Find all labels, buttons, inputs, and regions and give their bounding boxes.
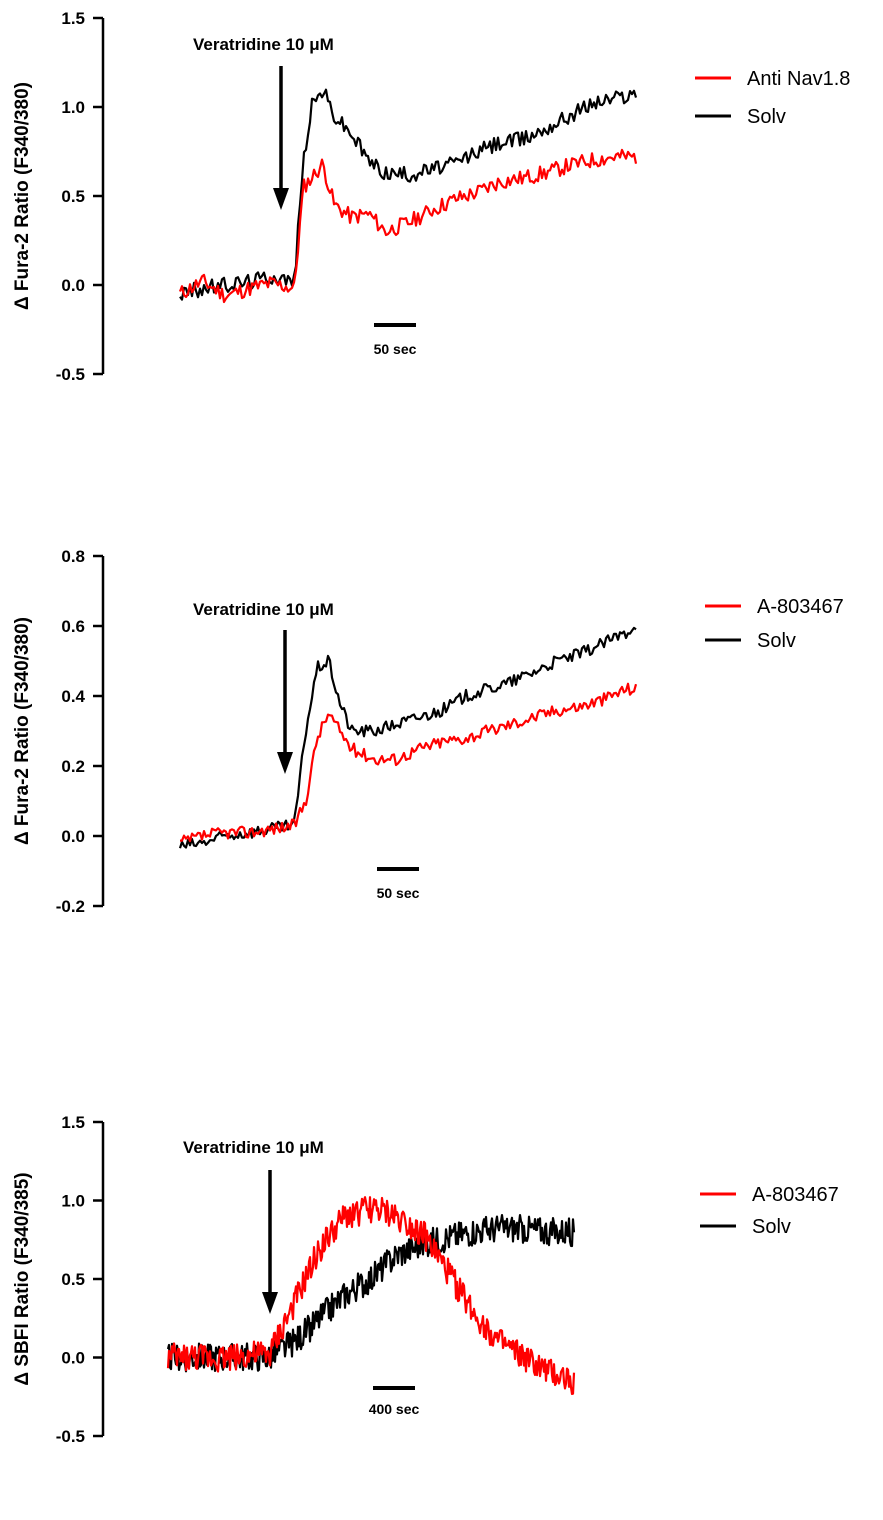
legend-entry: Solv [752,1216,791,1238]
y-axis-label: Δ SBFI Ratio (F340/385) [12,1172,33,1385]
y-tick-label: 0.6 [61,617,85,636]
chart-a803467-sbfi: 1.5 1.0 0.5 0.0 -0.5 Δ SBFI Ratio (F340/385) V… [12,1113,839,1446]
y-tick-label: 0.0 [61,276,85,295]
stimulus-arrow-head [273,188,289,210]
y-tick-label: 1.0 [61,98,85,117]
series-line-solv [178,626,637,849]
time-scale-label: 400 sec [369,1401,420,1417]
series-line-solv [179,88,638,301]
y-tick-label: 0.0 [61,827,85,846]
chart-anti-nav18: 1.5 1.0 0.5 0.0 -0.5 Δ Fura-2 Ratio (F340/380… [12,9,850,384]
y-axis-label: Δ Fura-2 Ratio (F340/380) [12,82,33,310]
chart-a803467-fura2: 0.8 0.6 0.4 0.2 0.0 -0.2 Δ Fura-2 Ratio (F340/… [12,547,844,916]
series-line-anti-nav1-8 [178,148,638,304]
legend-entry: Anti Nav1.8 [747,68,850,90]
stimulus-annotation: Veratridine 10 μM [193,35,334,54]
series-line-a-803467 [180,682,638,843]
y-tick-label: -0.2 [56,897,85,916]
time-scale-label: 50 sec [377,885,420,901]
legend-entry: A-803467 [757,596,844,618]
stimulus-annotation: Veratridine 10 μM [193,600,334,619]
stimulus-arrow-head [262,1292,278,1314]
y-tick-label: -0.5 [56,1427,85,1446]
legend-entry: A-803467 [752,1184,839,1206]
stimulus-annotation: Veratridine 10 μM [183,1138,324,1157]
y-tick-label: 1.5 [61,1113,85,1132]
stimulus-arrow-head [277,752,293,774]
legend-entry: Solv [747,106,786,128]
time-scale-label: 50 sec [374,341,417,357]
y-tick-label: 1.0 [61,1192,85,1211]
legend-entry: Solv [757,630,796,652]
y-tick-label: 0.5 [61,187,85,206]
y-tick-label: 0.2 [61,757,85,776]
series-line-a-803467 [166,1196,576,1395]
y-tick-label: 0.4 [61,687,85,706]
y-axis-label: Δ Fura-2 Ratio (F340/380) [12,617,33,845]
y-tick-label: 0.5 [61,1270,85,1289]
y-tick-label: 1.5 [61,9,85,28]
y-tick-label: -0.5 [56,365,85,384]
y-tick-label: 0.8 [61,547,85,566]
y-tick-label: 0.0 [61,1349,85,1368]
